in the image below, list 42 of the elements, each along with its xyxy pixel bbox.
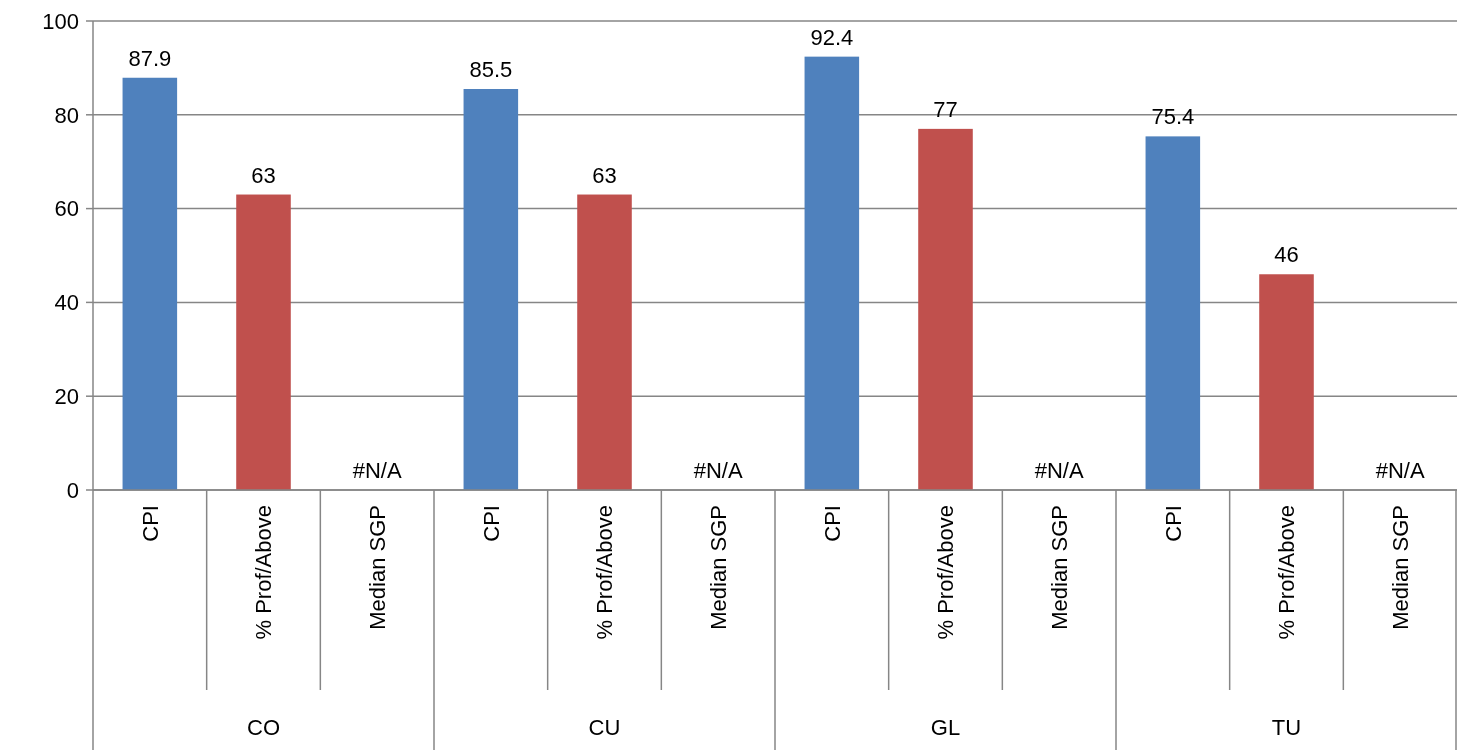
- x-tick-label: % Prof/Above: [1274, 505, 1300, 640]
- x-tick-label: % Prof/Above: [251, 505, 277, 640]
- y-tick-label: 0: [66, 477, 79, 503]
- x-tick-label: CPI: [819, 505, 845, 542]
- data-label: 63: [251, 162, 276, 188]
- y-tick-label: 20: [54, 383, 79, 409]
- bar: [122, 77, 178, 490]
- bar: [1145, 136, 1201, 490]
- bar: [577, 194, 632, 490]
- y-tick-label: 80: [54, 102, 79, 128]
- bar: [1259, 274, 1314, 490]
- data-label: 77: [933, 96, 958, 122]
- text: TU: [1271, 714, 1302, 740]
- bar: [918, 128, 973, 490]
- data-label: 85.5: [469, 57, 513, 82]
- x-tick-label: CPI: [1160, 505, 1186, 542]
- text: #N/A: [693, 458, 743, 483]
- data-label: 63: [592, 162, 617, 188]
- x-tick-label: Median SGP: [1387, 505, 1413, 630]
- y-tick-label: 100: [42, 8, 79, 34]
- data-label: 46: [1274, 242, 1299, 268]
- x-tick-label: Median SGP: [1046, 505, 1072, 630]
- text: #N/A: [1034, 458, 1084, 483]
- text: CU: [588, 714, 621, 740]
- text: GL: [930, 714, 961, 740]
- y-tick-label: 40: [54, 290, 79, 316]
- y-tick-label: 60: [54, 196, 79, 222]
- data-label: 75.4: [1151, 104, 1195, 130]
- x-tick-label: CPI: [478, 505, 504, 542]
- text: CO: [247, 714, 280, 740]
- x-tick-label: Median SGP: [364, 505, 390, 630]
- x-tick-label: % Prof/Above: [592, 505, 618, 640]
- bar: [463, 89, 519, 490]
- bar: [804, 56, 860, 490]
- data-label: 87.9: [128, 45, 172, 71]
- data-label: 92.4: [810, 24, 854, 50]
- x-tick-label: Median SGP: [705, 505, 731, 630]
- x-tick-label: % Prof/Above: [933, 505, 959, 640]
- bar: [236, 194, 291, 490]
- text: #N/A: [352, 458, 402, 483]
- x-tick-label: CPI: [137, 505, 163, 542]
- text: #N/A: [1375, 458, 1425, 483]
